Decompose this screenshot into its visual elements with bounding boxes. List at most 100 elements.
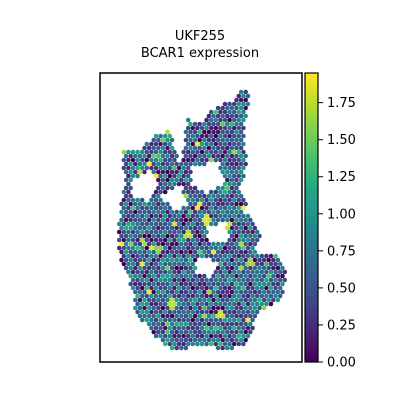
expression-spot [192,121,198,127]
expression-spot [183,329,189,335]
expression-spot [162,133,168,139]
expression-spot [261,257,267,263]
expression-spot [220,193,225,199]
expression-spot [139,229,145,235]
expression-spot [229,209,235,215]
expression-spot [160,241,166,247]
expression-spot [234,201,239,207]
expression-spot [179,161,184,167]
expression-spot [266,273,271,279]
expression-spot [250,253,255,259]
expression-spot [218,341,223,347]
expression-spot [213,205,219,211]
expression-spot [208,341,214,347]
expression-spot [236,333,242,339]
chart-title: UKF255 [175,29,225,44]
expression-spot [241,245,246,251]
expression-spot [231,245,237,251]
expression-spot [252,289,258,295]
expression-spot [137,217,143,223]
expression-spot [169,265,175,271]
expression-spot [176,181,182,187]
expression-spot [215,121,221,127]
expression-spot [227,293,232,299]
expression-spot [238,177,244,183]
expression-spot [218,165,223,171]
expression-spot [135,277,140,283]
expression-spot [142,249,147,255]
expression-spot [204,133,209,139]
expression-spot [183,289,189,295]
expression-spot [213,141,219,147]
expression-spot [254,261,260,267]
expression-spot [220,281,225,287]
expression-spot [135,293,140,299]
expression-spot [208,221,214,227]
colorbar-ticks: 0.00 0.25 0.50 0.75 1.00 1.25 1.50 1.75 [318,96,356,371]
expression-spot [275,281,281,287]
expression-spot [167,149,173,155]
expression-spot [176,317,182,323]
expression-spot [234,297,239,303]
expression-spot [172,341,177,347]
expression-spot [241,109,246,115]
expression-spot [135,285,140,291]
expression-spot [169,241,175,247]
expression-spot [222,341,228,347]
expression-spot [158,173,163,179]
expression-spot [225,137,230,143]
expression-spot [243,217,248,223]
expression-spot [179,249,184,255]
expression-spot [185,237,191,243]
expression-spot [248,217,253,223]
expression-spot [192,217,198,223]
expression-spot [167,285,173,291]
expression-spot [149,197,154,203]
expression-spot [206,281,212,287]
expression-spot [252,297,258,303]
expression-spot [144,245,150,251]
expression-spot [280,281,285,287]
expression-spot [206,297,212,303]
expression-spot [126,269,131,275]
expression-spot [188,217,193,223]
expression-spot [185,253,191,259]
expression-spot [199,245,205,251]
expression-spot [222,205,228,211]
expression-spot [213,277,219,283]
expression-spot [225,265,230,271]
expression-spot [206,145,212,151]
expression-spot [146,257,152,263]
expression-spot [206,241,212,247]
expression-spot [156,265,161,271]
expression-spot [199,253,205,259]
expression-spot [188,337,193,343]
expression-spot [243,329,248,335]
expression-spot [153,285,159,291]
expression-spot [211,273,216,279]
expression-spot [234,321,239,327]
expression-spot [137,241,143,247]
expression-spot [190,261,196,267]
expression-spot [160,185,166,191]
expression-spot [271,265,276,271]
expression-spot [206,337,212,343]
expression-spot [206,249,212,255]
expression-spot [220,241,225,247]
expression-spot [225,281,230,287]
expression-spot [192,337,198,343]
expression-spot [213,293,219,299]
expression-spot [130,165,136,171]
expression-spot [238,313,244,319]
expression-spot [176,221,182,227]
expression-spot [234,137,239,143]
expression-spot [195,309,200,315]
expression-spot [169,337,175,343]
expression-spot [259,277,265,283]
expression-spot [169,257,175,263]
expression-spot [243,241,248,247]
expression-spot [144,301,150,307]
expression-spot [153,173,159,179]
expression-spot [153,269,159,275]
expression-spot [234,249,239,255]
